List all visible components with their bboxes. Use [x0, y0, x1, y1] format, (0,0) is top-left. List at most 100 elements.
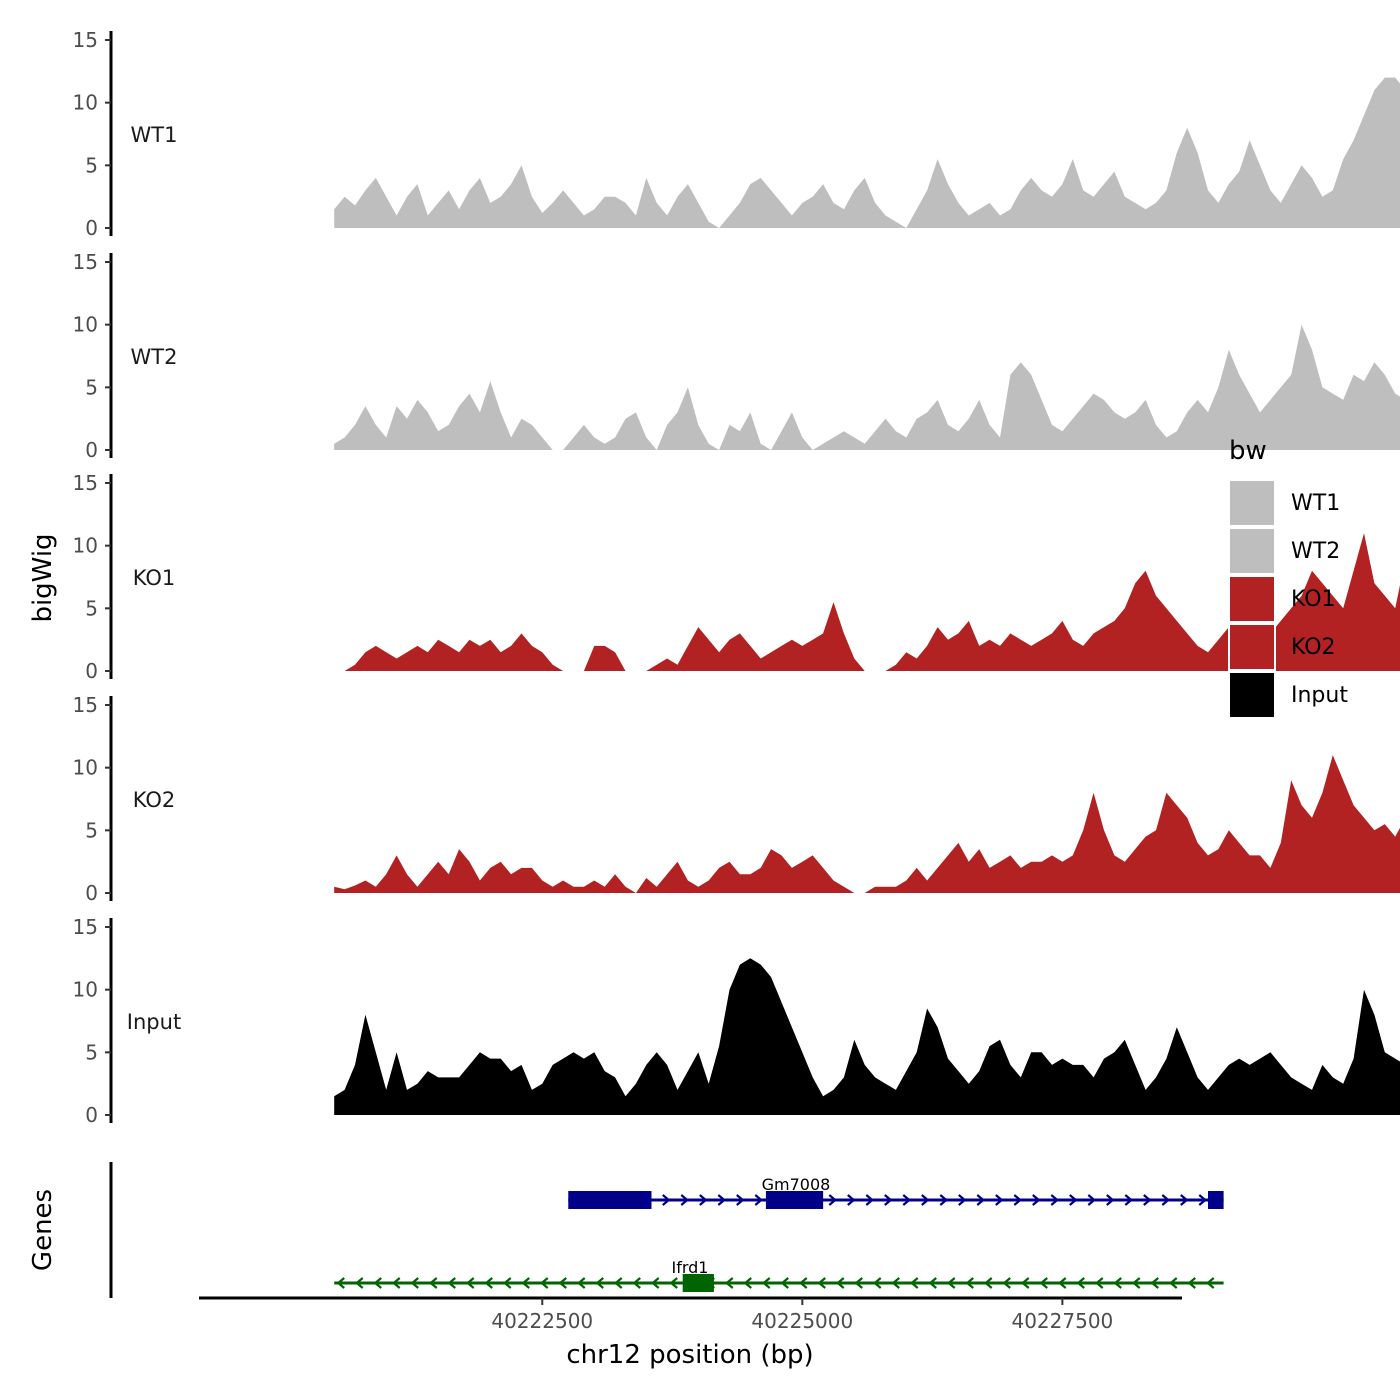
- legend-item-wt1: WT1: [1228, 479, 1340, 527]
- gene-models: Gm7008 Ifrd1: [334, 1175, 1224, 1292]
- strand-chevron: [429, 1277, 438, 1289]
- strand-chevron: [1069, 1194, 1078, 1206]
- strand-chevron: [1161, 1194, 1170, 1206]
- gene-exon: [765, 1191, 824, 1209]
- gene-label-gm7008: Gm7008: [762, 1175, 831, 1194]
- legend-label: KO2: [1291, 635, 1336, 660]
- strand-chevron: [540, 1277, 549, 1289]
- strand-chevron: [1087, 1194, 1096, 1206]
- strand-chevron: [736, 1194, 745, 1206]
- strand-chevron: [577, 1277, 586, 1289]
- legend-label: WT1: [1291, 491, 1340, 516]
- strand-chevron: [503, 1277, 512, 1289]
- y-tick-label: 0: [85, 881, 98, 905]
- x-tick-label: 40227500: [1011, 1309, 1113, 1333]
- legend-label: WT2: [1291, 539, 1340, 564]
- strand-chevron: [521, 1277, 530, 1289]
- legend-swatch: [1228, 479, 1276, 527]
- strand-chevron: [762, 1277, 771, 1289]
- strand-chevron: [817, 1277, 826, 1289]
- gene-track: Genes Gm7008 Ifrd1: [28, 1162, 1224, 1298]
- strand-chevron: [595, 1277, 604, 1289]
- gene-label-ifrd1: Ifrd1: [672, 1258, 709, 1277]
- strand-chevron: [651, 1277, 660, 1289]
- y-tick-label: 0: [85, 659, 98, 683]
- gene-ifrd1: Ifrd1: [334, 1258, 1224, 1292]
- strand-chevron: [780, 1277, 789, 1289]
- gene-exon: [1208, 1191, 1224, 1209]
- x-ticks: 40222500 40225000 40227500: [491, 1298, 1113, 1333]
- y-tick-label: 15: [73, 250, 98, 274]
- track-label-ko2: KO2: [133, 788, 176, 812]
- y-tick-label: 0: [85, 216, 98, 240]
- legend-item-wt2: WT2: [1228, 527, 1340, 575]
- legend-swatch: [1228, 671, 1276, 719]
- strand-chevron: [1039, 1277, 1048, 1289]
- strand-chevron: [910, 1277, 919, 1289]
- legend-label: KO1: [1291, 587, 1336, 612]
- track-wt1-area: [334, 77, 1400, 228]
- strand-chevron: [1143, 1194, 1152, 1206]
- track-label-input: Input: [127, 1010, 181, 1034]
- strand-chevron: [392, 1277, 401, 1289]
- strand-chevron: [958, 1194, 967, 1206]
- strand-chevron: [1198, 1194, 1207, 1206]
- strand-chevron: [836, 1277, 845, 1289]
- legend-item-ko1: KO1: [1228, 575, 1336, 623]
- track-ko1: 0 5 10 15 KO1: [73, 471, 1400, 683]
- legend-label: Input: [1291, 683, 1348, 708]
- strand-chevron: [884, 1194, 893, 1206]
- track-label-wt1: WT1: [131, 123, 178, 147]
- track-wt1: 0 5 10 15 WT1: [73, 28, 1400, 240]
- x-tick-label: 40225000: [751, 1309, 853, 1333]
- track-input-area: [334, 958, 1400, 1115]
- strand-chevron: [743, 1277, 752, 1289]
- strand-chevron: [1032, 1194, 1041, 1206]
- y-tick-label: 10: [73, 313, 98, 337]
- track-ko2: 0 5 10 15 KO2: [73, 693, 1400, 905]
- legend: bw WT1 WT2 KO1 KO2 Input: [1228, 436, 1348, 719]
- strand-chevron: [1150, 1277, 1159, 1289]
- track-label-ko1: KO1: [133, 566, 176, 590]
- strand-chevron: [1050, 1194, 1059, 1206]
- gene-exon: [568, 1191, 652, 1209]
- strand-chevron: [1106, 1194, 1115, 1206]
- strand-chevron: [1058, 1277, 1067, 1289]
- strand-chevron: [1076, 1277, 1085, 1289]
- track-ko2-area: [334, 755, 1400, 893]
- y-tick-label: 5: [85, 1040, 98, 1064]
- strand-chevron: [447, 1277, 456, 1289]
- y-tick-label: 10: [73, 534, 98, 558]
- y-tick-label: 15: [73, 915, 98, 939]
- track-wt2-area: [334, 324, 1400, 450]
- strand-chevron: [336, 1277, 345, 1289]
- y-tick-label: 15: [73, 28, 98, 52]
- strand-chevron: [902, 1194, 911, 1206]
- legend-item-input: Input: [1228, 671, 1348, 719]
- strand-chevron: [1095, 1277, 1104, 1289]
- strand-chevron: [1132, 1277, 1141, 1289]
- strand-chevron: [939, 1194, 948, 1206]
- y-tick-label: 5: [85, 818, 98, 842]
- legend-item-ko2: KO2: [1228, 623, 1336, 671]
- strand-chevron: [355, 1277, 364, 1289]
- y-tick-label: 15: [73, 693, 98, 717]
- strand-chevron: [828, 1194, 837, 1206]
- strand-chevron: [669, 1277, 678, 1289]
- strand-chevron: [614, 1277, 623, 1289]
- gene-gm7008: Gm7008: [568, 1175, 1224, 1209]
- gene-track-title: Genes: [28, 1189, 58, 1271]
- x-axis: 40222500 40225000 40227500 chr12 position …: [199, 1296, 1182, 1370]
- strand-chevron: [410, 1277, 419, 1289]
- strand-chevron: [928, 1277, 937, 1289]
- strand-chevron: [854, 1277, 863, 1289]
- y-tick-label: 10: [73, 91, 98, 115]
- y-tick-label: 10: [73, 978, 98, 1002]
- strand-chevron: [976, 1194, 985, 1206]
- y-tick-label: 0: [85, 1103, 98, 1127]
- strand-chevron: [1180, 1194, 1189, 1206]
- strand-chevron: [1002, 1277, 1011, 1289]
- strand-chevron: [1206, 1277, 1215, 1289]
- y-axis-title: bigWig: [28, 533, 58, 622]
- track-input: 0 5 10 15 Input: [73, 915, 1400, 1127]
